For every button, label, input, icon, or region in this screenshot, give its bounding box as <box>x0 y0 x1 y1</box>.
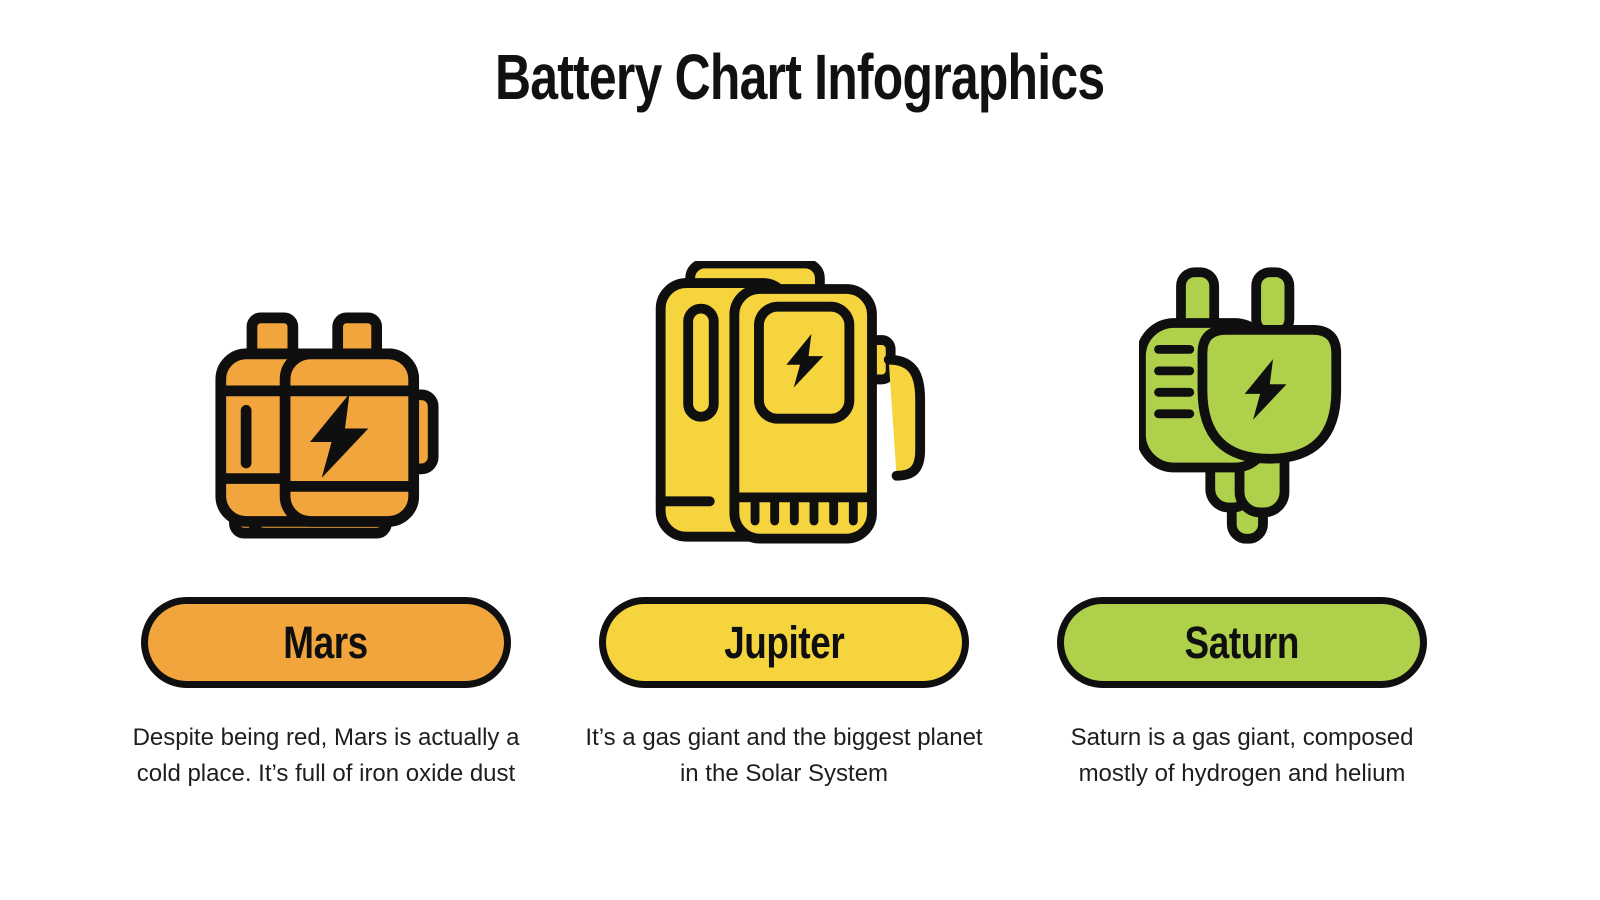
jupiter-description: It’s a gas giant and the biggest planet … <box>585 720 982 792</box>
pill-label: Jupiter <box>723 616 845 668</box>
column-jupiter: Jupiter It’s a gas giant and the biggest… <box>558 255 1010 792</box>
category-pill-jupiter: Jupiter <box>599 597 969 688</box>
charging-station-icon <box>655 261 925 544</box>
description-line: Despite being red, Mars is actually a <box>132 724 520 751</box>
mars-description: Despite being red, Mars is actually a co… <box>133 720 520 792</box>
description-line: in the Solar System <box>679 760 889 787</box>
category-pill-saturn: Saturn <box>1057 597 1427 688</box>
lightning-bolt-icon <box>785 333 823 388</box>
saturn-icon-area <box>1138 255 1346 545</box>
page-title: Battery Chart Infographics <box>495 41 1105 113</box>
lightning-bolt-icon <box>310 393 369 478</box>
pill-label: Mars <box>283 616 369 668</box>
pill-label: Saturn <box>1184 616 1300 668</box>
jupiter-icon-area <box>641 255 928 545</box>
header: Battery Chart Infographics <box>0 42 1600 112</box>
description-line: cold place. It’s full of iron oxide dust <box>136 760 516 787</box>
description-line: It’s a gas giant and the biggest planet <box>585 724 983 751</box>
description-line: mostly of hydrogen and helium <box>1078 760 1406 787</box>
car-battery-icon <box>215 312 439 539</box>
column-saturn: Saturn Saturn is a gas giant, composed m… <box>1016 255 1468 792</box>
power-plug-icon <box>1138 267 1341 544</box>
columns-row: Mars Despite being red, Mars is actually… <box>0 255 1600 792</box>
column-mars: Mars Despite being red, Mars is actually… <box>100 255 552 792</box>
infographic-page: Battery Chart Infographics <box>0 42 1600 900</box>
description-line: Saturn is a gas giant, composed <box>1070 724 1414 751</box>
saturn-description: Saturn is a gas giant, composed mostly o… <box>1071 720 1414 792</box>
mars-icon-area <box>213 255 439 545</box>
lightning-bolt-icon <box>1244 359 1287 420</box>
category-pill-mars: Mars <box>141 597 511 688</box>
